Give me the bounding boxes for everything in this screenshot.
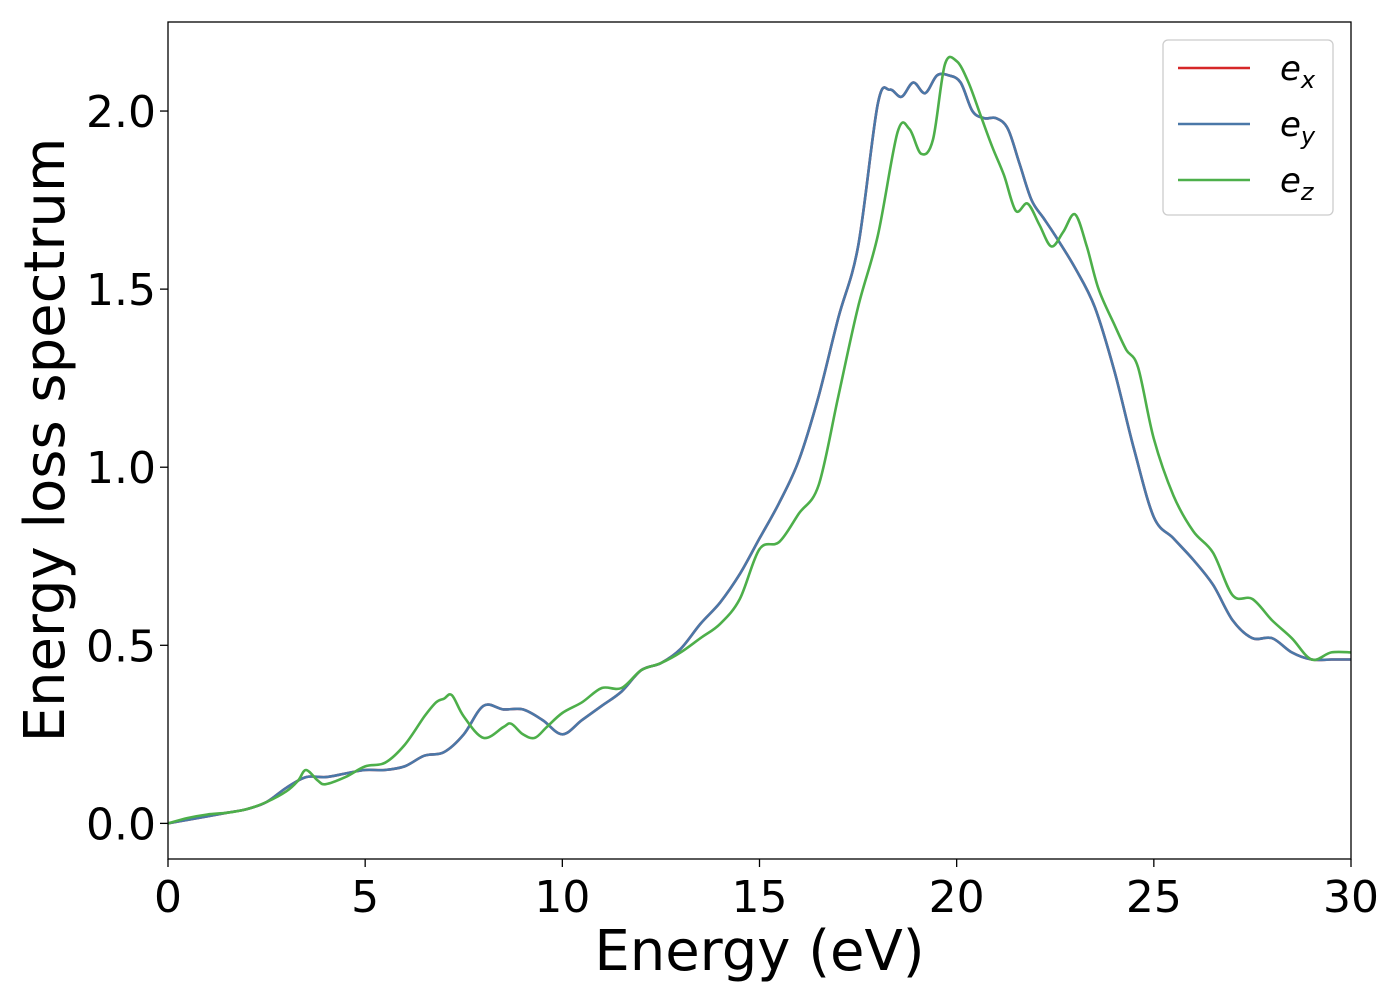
y-tick-label: 1.0 — [86, 443, 156, 494]
x-tick-label: 25 — [1126, 872, 1182, 923]
x-tick-label: 5 — [351, 872, 379, 923]
y-axis: 0.0 0.5 1.0 1.5 2.0 — [86, 87, 168, 850]
x-tick-label: 15 — [732, 872, 788, 923]
series-layer — [167, 55, 1352, 825]
legend-box — [1162, 39, 1334, 216]
x-axis-label: Energy (eV) — [594, 919, 924, 984]
x-tick-label: 0 — [154, 872, 182, 923]
y-tick-label: 0.0 — [86, 799, 156, 850]
x-tick-label: 20 — [929, 872, 985, 923]
legend-label-z: ez — [1280, 161, 1315, 206]
x-tick-label: 10 — [534, 872, 590, 923]
series-line-y — [167, 72, 1351, 825]
x-axis: 0 5 10 15 20 25 30 — [154, 859, 1379, 923]
y-tick-label: 0.5 — [86, 621, 156, 672]
x-tick-label: 30 — [1323, 872, 1379, 923]
legend: ex ey ez — [1162, 39, 1334, 216]
legend-label-y: ey — [1280, 105, 1316, 150]
series-line-z — [167, 55, 1352, 825]
y-tick-label: 2.0 — [86, 87, 156, 138]
y-tick-label: 1.5 — [86, 265, 156, 316]
y-axis-label: Energy loss spectrum — [13, 138, 78, 743]
legend-label-x: ex — [1280, 49, 1316, 94]
